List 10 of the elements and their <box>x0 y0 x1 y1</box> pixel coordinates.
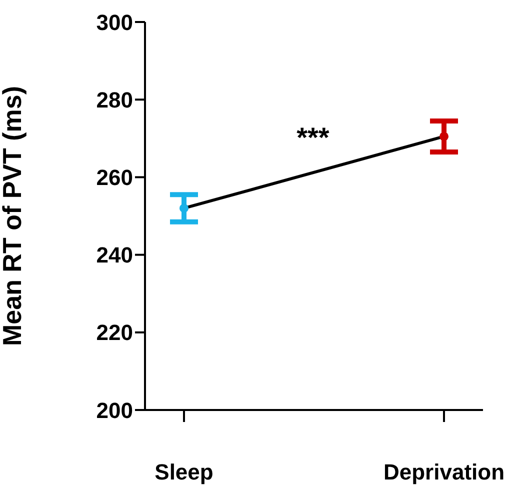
y-tick-label: 240 <box>96 242 133 268</box>
x-tick-label: Sleep <box>154 460 214 485</box>
x-tick-label: Deprivation <box>383 460 505 485</box>
y-tick-label: 280 <box>96 87 133 112</box>
annotation: *** <box>296 122 330 154</box>
y-tick-label: 200 <box>96 398 133 423</box>
y-axis-title: Mean RT of PVT (ms) <box>0 86 28 346</box>
y-tick-label: 300 <box>96 10 133 35</box>
y-tick-label: 220 <box>96 320 133 346</box>
y-tick-label: 260 <box>96 165 133 190</box>
